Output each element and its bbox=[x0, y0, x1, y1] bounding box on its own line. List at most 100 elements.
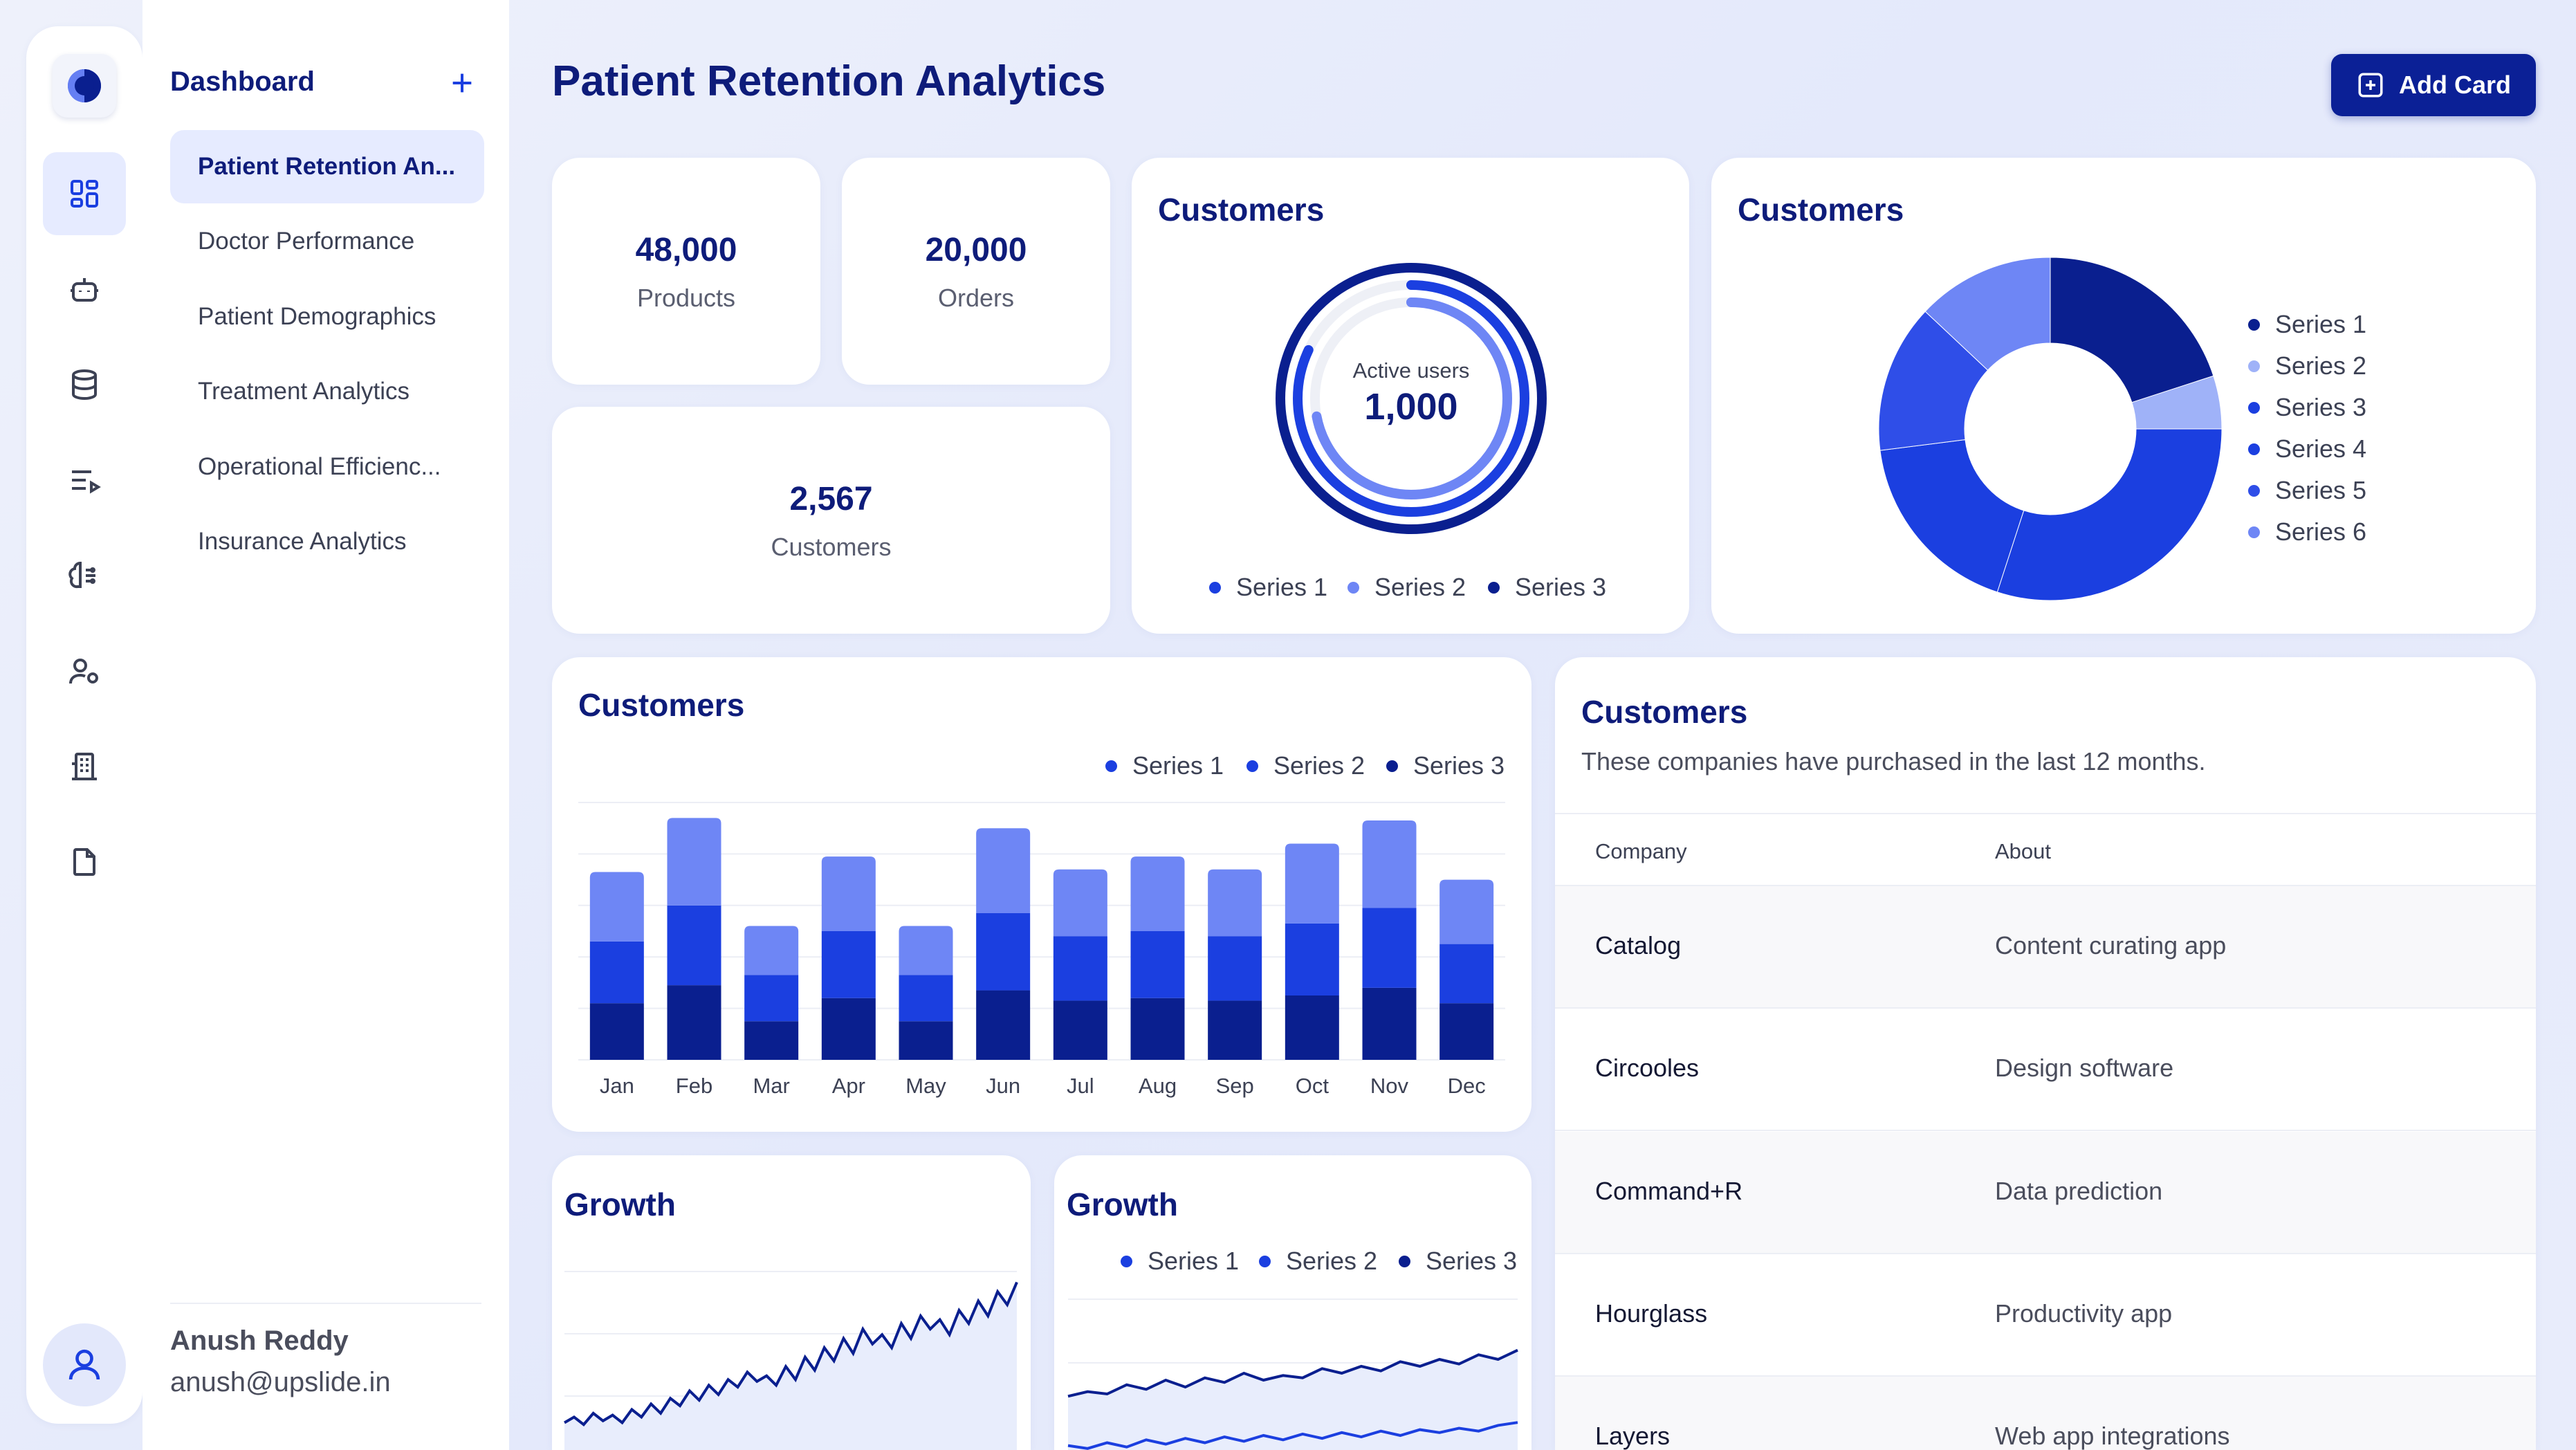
stat-card-orders[interactable]: 20,000 Orders bbox=[842, 158, 1110, 385]
card-title: Customers bbox=[1738, 192, 1904, 228]
table-row[interactable]: Layers Web app integrations bbox=[1555, 1377, 2536, 1450]
bar-Jan-series-3 bbox=[589, 1003, 644, 1060]
x-tick-label: Jan bbox=[600, 1074, 634, 1098]
app-logo[interactable] bbox=[53, 54, 116, 118]
bar-Feb-series-2 bbox=[667, 905, 721, 986]
stat-label: Orders bbox=[937, 284, 1015, 312]
customers-table-card: Customers These companies have purchased… bbox=[1555, 657, 2536, 1450]
legend-series-2: Series 2 bbox=[1347, 573, 1466, 602]
cell-about: Design software bbox=[1995, 1054, 2174, 1082]
bar-Dec-series-2 bbox=[1439, 944, 1494, 1004]
rail-database-button[interactable] bbox=[43, 343, 126, 426]
sidebar-item-patient-retention[interactable]: Patient Retention An... bbox=[170, 130, 484, 203]
logo-icon bbox=[68, 69, 101, 102]
stat-card-customers[interactable]: 2,567 Customers bbox=[552, 407, 1110, 634]
growth-chart-card-2: Growth Series 1 Series 2 Series 3 bbox=[1054, 1155, 1531, 1450]
line-series-2 bbox=[1067, 1421, 1518, 1450]
x-tick-label: May bbox=[905, 1074, 946, 1098]
x-tick-label: Apr bbox=[832, 1074, 865, 1098]
bar-May-series-3 bbox=[899, 1021, 953, 1060]
cell-about: Data prediction bbox=[1995, 1177, 2163, 1205]
radial-chart: Active users 1,000 bbox=[1276, 263, 1547, 534]
x-tick-label: Dec bbox=[1448, 1074, 1486, 1098]
bar-Dec-series-1 bbox=[1439, 879, 1494, 944]
bar-Sep-series-3 bbox=[1208, 1000, 1262, 1060]
add-card-button[interactable]: Add Card bbox=[2331, 54, 2536, 116]
donut-chart bbox=[1878, 257, 2223, 601]
table-title: Customers bbox=[1581, 694, 1748, 730]
legend-series-3: Series 3 bbox=[1386, 751, 1505, 780]
bar-Apr-series-1 bbox=[821, 856, 876, 931]
cell-company: Circooles bbox=[1595, 1054, 1700, 1082]
center-label: Active users bbox=[1353, 358, 1470, 383]
table-row[interactable]: Hourglass Productivity app bbox=[1555, 1254, 2536, 1377]
rail-brain-button[interactable] bbox=[43, 534, 126, 617]
table-subtitle: These companies have purchased in the la… bbox=[1581, 747, 2206, 776]
add-dashboard-button[interactable] bbox=[443, 64, 481, 102]
growth-chart bbox=[563, 1271, 1018, 1450]
cell-company: Layers bbox=[1595, 1422, 1671, 1450]
line-series-1 bbox=[1067, 1348, 1518, 1398]
sidebar-title: Dashboard bbox=[170, 66, 315, 97]
ring-series-1 bbox=[1276, 263, 1547, 534]
rail-playlist-button[interactable] bbox=[43, 439, 126, 522]
stat-card-products[interactable]: 48,000 Products bbox=[552, 158, 820, 385]
bar-Oct-series-1 bbox=[1285, 843, 1339, 924]
rail-dashboard-button[interactable] bbox=[43, 152, 126, 235]
sidebar-item-insurance-analytics[interactable]: Insurance Analytics bbox=[198, 528, 407, 555]
bar-Apr-series-2 bbox=[821, 931, 876, 998]
bot-icon bbox=[71, 278, 98, 302]
x-tick-label: Aug bbox=[1139, 1074, 1177, 1098]
database-icon bbox=[72, 369, 97, 401]
bar-Jun-series-1 bbox=[976, 828, 1031, 913]
plus-icon bbox=[452, 73, 472, 93]
bar-Jul-series-1 bbox=[1053, 869, 1107, 937]
bar-Dec-series-3 bbox=[1439, 1003, 1494, 1060]
sidebar-item-operational-efficiency[interactable]: Operational Efficienc... bbox=[198, 453, 441, 480]
legend-series-2: Series 2 bbox=[2248, 351, 2366, 380]
card-title: Customers bbox=[578, 687, 745, 723]
column-header-about[interactable]: About bbox=[1995, 839, 2052, 863]
bar-Apr-series-3 bbox=[821, 998, 876, 1060]
column-header-company[interactable]: Company bbox=[1595, 839, 1687, 863]
bar-Jun-series-3 bbox=[976, 990, 1031, 1060]
bar-Aug-series-3 bbox=[1130, 998, 1185, 1060]
bar-Mar-series-1 bbox=[744, 926, 799, 975]
area-series-1 bbox=[1068, 1350, 1518, 1450]
playlist-icon bbox=[72, 470, 101, 494]
plus-square-icon bbox=[2358, 73, 2383, 98]
stat-value: 2,567 bbox=[789, 481, 873, 517]
sidebar-item-treatment-analytics[interactable]: Treatment Analytics bbox=[198, 378, 410, 405]
avatar[interactable] bbox=[43, 1323, 126, 1406]
table-row[interactable]: Catalog Content curating app bbox=[1555, 886, 2536, 1009]
rail-building-button[interactable] bbox=[43, 725, 126, 808]
cell-company: Catalog bbox=[1595, 931, 1682, 960]
card-title: Growth bbox=[564, 1186, 676, 1222]
page-title: Patient Retention Analytics bbox=[552, 57, 1106, 105]
file-icon bbox=[73, 848, 95, 876]
rail-file-button[interactable] bbox=[43, 820, 126, 903]
table-row[interactable]: Command+R Data prediction bbox=[1555, 1132, 2536, 1254]
rail-user-settings-button[interactable] bbox=[43, 630, 126, 713]
bar-Mar-series-2 bbox=[744, 975, 799, 1022]
bar-Nov-series-2 bbox=[1362, 908, 1417, 988]
sidebar-item-patient-demographics[interactable]: Patient Demographics bbox=[198, 303, 436, 330]
donut-chart-card: Customers Series 1 Series 2 Series 3 Ser… bbox=[1711, 158, 2536, 634]
bar-Mar-series-3 bbox=[744, 1021, 799, 1060]
line-series-1 bbox=[563, 1281, 1018, 1426]
sidebar-divider bbox=[170, 1303, 481, 1304]
table-row[interactable]: Circooles Design software bbox=[1555, 1009, 2536, 1131]
bar-Sep-series-1 bbox=[1208, 869, 1262, 937]
add-card-label: Add Card bbox=[2399, 71, 2511, 99]
legend-series-6: Series 6 bbox=[2248, 517, 2366, 547]
sidebar-item-doctor-performance[interactable]: Doctor Performance bbox=[198, 228, 415, 255]
rail-bot-button[interactable] bbox=[43, 248, 126, 331]
bar-Feb-series-3 bbox=[667, 985, 721, 1060]
stat-value: 20,000 bbox=[925, 232, 1027, 268]
dashboard-grid-icon bbox=[71, 180, 98, 208]
legend-series-5: Series 5 bbox=[2248, 476, 2366, 505]
card-title: Customers bbox=[1158, 192, 1325, 228]
bar-Jan-series-1 bbox=[589, 872, 644, 942]
legend-series-3: Series 3 bbox=[1488, 573, 1606, 602]
legend-series-4: Series 4 bbox=[2248, 434, 2366, 464]
